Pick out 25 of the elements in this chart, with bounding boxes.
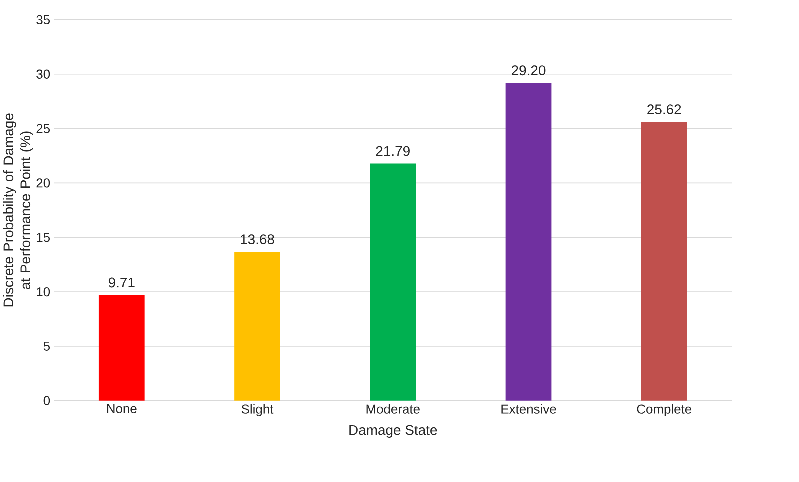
- data-label: 29.20: [512, 66, 546, 76]
- x-tick-label: Complete: [637, 404, 692, 417]
- y-tick-label: 5: [44, 342, 50, 352]
- x-tick-label: Extensive: [502, 404, 556, 414]
- x-axis-title: Damage State: [350, 425, 438, 438]
- bar: [234, 252, 280, 402]
- y-tick-label: 10: [37, 288, 50, 297]
- bar: [506, 83, 552, 402]
- bar: [370, 164, 416, 402]
- y-tick-label: 30: [36, 70, 50, 80]
- data-label: 13.68: [241, 234, 274, 245]
- data-label: 25.62: [648, 104, 682, 115]
- data-label: 21.79: [376, 146, 410, 156]
- y-tick-label: 20: [36, 178, 50, 188]
- x-tick-label: Moderate: [366, 404, 420, 414]
- x-tick-label: None: [107, 404, 137, 414]
- x-tick-label: Slight: [242, 404, 274, 417]
- bar: [641, 122, 688, 402]
- y-tick-label: 0: [44, 396, 50, 406]
- y-tick-label: 25: [36, 124, 50, 134]
- y-axis-title: Discrete Probability of Damage at Performance Point (%): [3, 114, 34, 307]
- y-tick-label: 15: [37, 233, 50, 242]
- y-tick-label: 35: [36, 16, 50, 25]
- data-label: 9.71: [108, 278, 135, 288]
- bar: [98, 295, 145, 402]
